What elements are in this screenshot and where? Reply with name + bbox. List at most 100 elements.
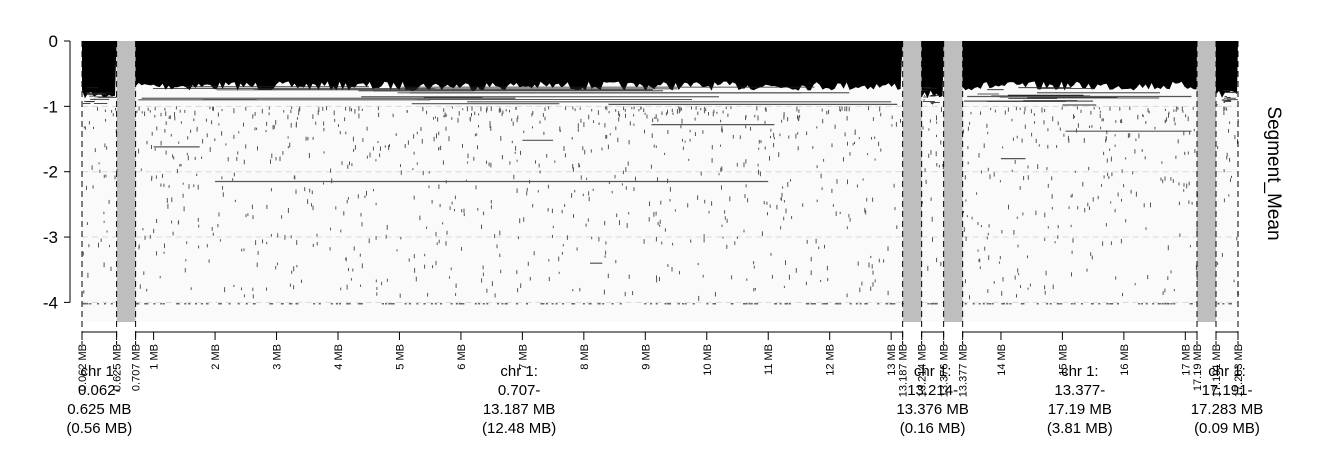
floor-mark (385, 303, 387, 305)
sparse-mark (1021, 138, 1023, 143)
sparse-mark (432, 265, 434, 269)
sparse-mark (896, 225, 898, 230)
sparse-mark (1084, 208, 1086, 213)
floor-mark (346, 303, 349, 305)
floor-mark (562, 303, 565, 305)
floor-mark (153, 303, 156, 305)
sparse-mark (154, 114, 156, 118)
sparse-mark (856, 184, 858, 188)
sparse-mark (212, 106, 214, 111)
sparse-mark (1002, 146, 1004, 149)
sparse-mark (245, 144, 247, 149)
sparse-mark (202, 139, 204, 144)
sparse-mark (206, 133, 208, 138)
sparse-mark (352, 268, 354, 272)
sparse-mark (1105, 139, 1107, 143)
sparse-mark (554, 160, 556, 163)
floor-mark (462, 303, 465, 305)
sparse-mark (1077, 206, 1079, 210)
sparse-mark (864, 207, 866, 213)
sparse-mark (930, 150, 932, 155)
sparse-mark (197, 217, 199, 222)
floor-mark (885, 303, 888, 305)
sparse-mark (1167, 245, 1169, 251)
panel-gap (116, 41, 136, 322)
sparse-mark (711, 145, 713, 150)
sparse-mark (428, 185, 430, 189)
sparse-mark (138, 246, 140, 250)
sparse-mark (160, 112, 162, 117)
x-tick-label: 9 MB (640, 344, 652, 370)
x-tick-label: 13.214 MB (917, 344, 929, 397)
floor-mark (855, 303, 858, 305)
sparse-mark (436, 242, 438, 246)
sparse-mark (1114, 144, 1116, 147)
sparse-mark (428, 171, 430, 174)
sparse-mark (1120, 119, 1122, 123)
floor-mark (989, 303, 991, 305)
sparse-mark (729, 196, 731, 202)
sparse-mark (1188, 181, 1190, 186)
sparse-mark (965, 279, 966, 284)
sparse-mark (543, 131, 545, 135)
sparse-mark (1125, 157, 1127, 160)
sparse-mark (665, 112, 667, 116)
sparse-mark (471, 106, 473, 111)
sparse-mark (1145, 121, 1147, 124)
sparse-mark (770, 135, 771, 139)
sparse-mark (156, 219, 158, 223)
sparse-mark (1134, 149, 1136, 154)
sparse-mark (338, 124, 339, 127)
sparse-mark (771, 274, 773, 279)
sparse-mark (500, 269, 502, 274)
sparse-mark (312, 114, 314, 119)
floor-mark (1091, 303, 1094, 305)
sparse-mark (1045, 270, 1047, 276)
sparse-mark (964, 175, 966, 180)
sparse-mark (872, 282, 874, 287)
y-tick-label: -4 (43, 293, 58, 312)
sparse-mark (577, 123, 579, 129)
sparse-mark (414, 267, 416, 273)
sparse-mark (454, 195, 456, 200)
sparse-mark (1228, 194, 1230, 197)
sparse-mark (88, 121, 90, 125)
sparse-mark (840, 109, 841, 112)
sparse-mark (743, 229, 745, 233)
sparse-mark (511, 140, 513, 144)
sparse-mark (776, 204, 778, 210)
sparse-mark (564, 204, 566, 207)
sparse-mark (1023, 111, 1025, 115)
sparse-mark (1041, 107, 1043, 113)
sparse-mark (720, 167, 722, 172)
sparse-mark (591, 236, 593, 240)
sparse-mark (435, 260, 437, 266)
sparse-mark (739, 135, 741, 140)
sparse-mark (341, 161, 343, 165)
sparse-mark (433, 136, 435, 142)
sparse-mark (164, 243, 165, 249)
floor-mark (381, 303, 384, 305)
floor-mark (810, 303, 813, 305)
sparse-mark (527, 261, 529, 266)
dense-segment-band (135, 41, 903, 91)
floor-mark (136, 303, 139, 305)
sparse-mark (440, 145, 442, 151)
sparse-mark (632, 291, 634, 296)
sparse-mark (234, 199, 236, 203)
sparse-mark (171, 197, 173, 203)
sparse-mark (623, 106, 625, 111)
sparse-mark (426, 110, 428, 115)
sparse-mark (168, 185, 170, 188)
sparse-mark (531, 113, 533, 117)
sparse-mark (1093, 107, 1095, 110)
sparse-mark (787, 117, 789, 122)
floor-mark (1138, 303, 1141, 305)
sparse-mark (980, 170, 982, 174)
sparse-mark (660, 200, 662, 205)
sparse-mark (523, 130, 525, 133)
sparse-mark (232, 178, 234, 181)
sparse-mark (1121, 198, 1122, 202)
floor-mark (555, 303, 558, 305)
sparse-mark (501, 112, 503, 117)
